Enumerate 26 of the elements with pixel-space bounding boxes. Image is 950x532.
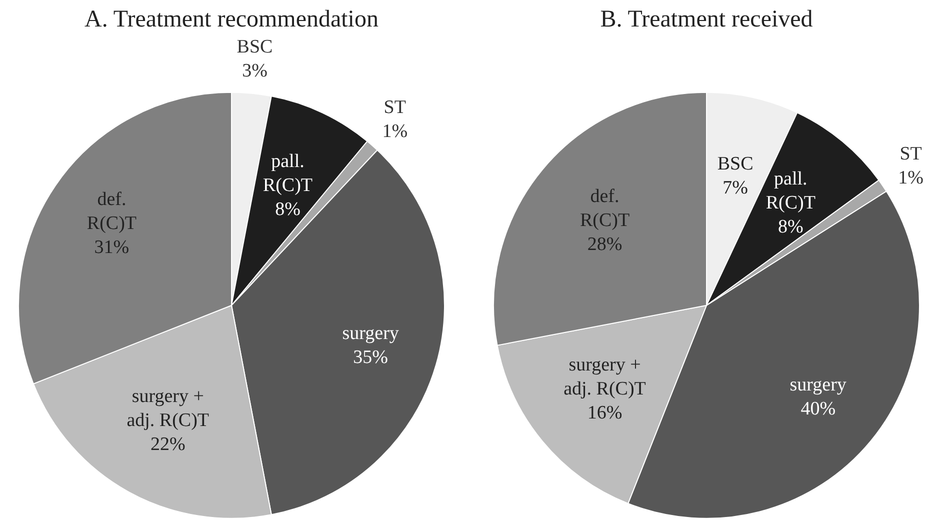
chart-title: B. Treatment received [600,6,813,33]
data-label: 1% [898,168,924,189]
data-label: 35% [353,346,388,368]
slice-label: def. R(C)T [86,188,137,234]
slice-label: surgery [342,322,400,344]
data-label: 7% [722,178,748,199]
chart-title: A. Treatment recommendation [84,6,378,33]
data-label: 3% [242,60,268,82]
data-label: 1% [382,121,408,142]
data-label: 40% [800,398,836,420]
data-label: 22% [150,434,186,456]
slice-label: surgery [790,374,847,396]
slice-label: ST [900,144,922,165]
slice-label: BSC [717,154,754,175]
slice-label: def. R(C)T [580,186,630,232]
slice-label: BSC [236,36,273,58]
slice-label: pall. R(C)T [262,150,313,196]
slice-label: pall. R(C)T [766,168,816,214]
data-label: 31% [94,236,130,258]
data-label: 8% [778,216,804,238]
data-label: 8% [275,198,301,220]
slice-label: surgery + adj. R(C)T [126,386,210,432]
slice-label: ST [384,97,406,118]
data-label: 28% [587,234,622,256]
slice-label: surgery + adj. R(C)T [564,354,646,400]
data-label: 16% [587,402,622,424]
